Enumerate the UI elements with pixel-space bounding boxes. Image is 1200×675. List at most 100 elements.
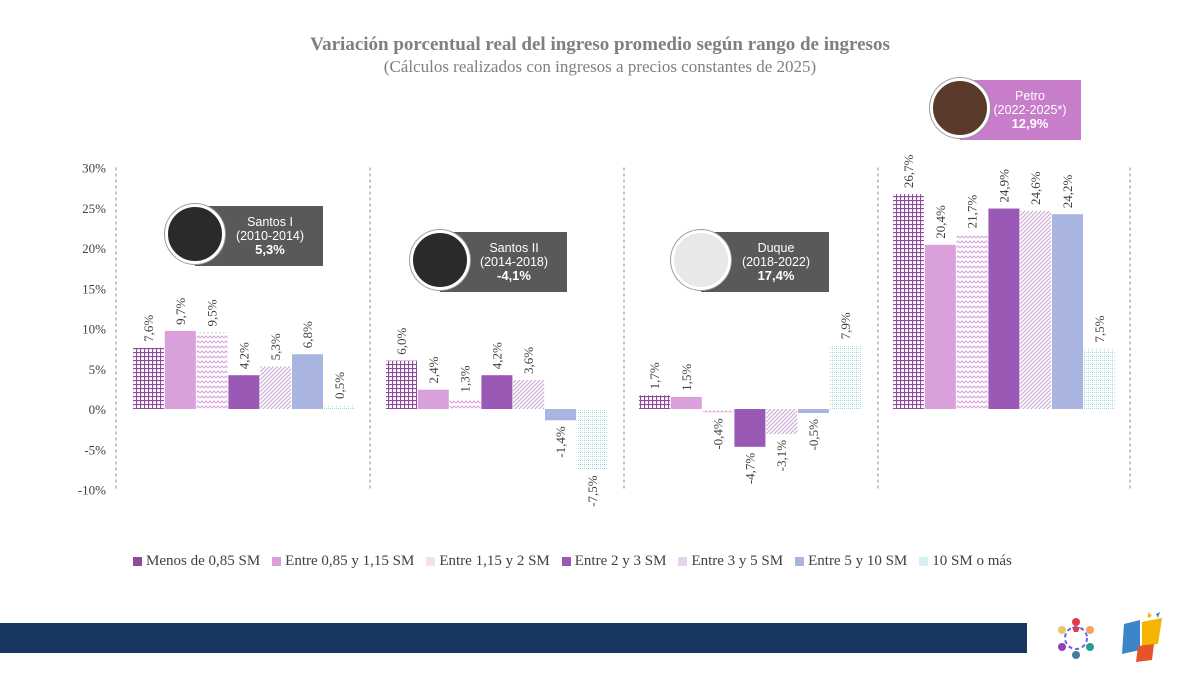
chart-legend: Menos de 0,85 SM Entre 0,85 y 1,15 SM En… <box>133 553 1024 570</box>
callout-period: (2018-2022) <box>741 255 811 269</box>
data-label: 7,5% <box>1092 315 1107 342</box>
y-tick-label: 5% <box>89 362 107 377</box>
data-label: 24,6% <box>1028 171 1043 205</box>
bar <box>829 345 861 409</box>
data-label: 1,5% <box>679 364 694 391</box>
legend-item: Entre 5 y 10 SM <box>795 553 907 570</box>
legend-swatch <box>919 557 929 566</box>
data-label: 2,4% <box>426 356 441 383</box>
callout-duque: Duque (2018-2022) 17,4% <box>671 230 829 292</box>
callout-name: Duque <box>757 241 795 255</box>
legend-swatch <box>795 557 805 566</box>
callout-petro: Petro (2022-2025*) 12,9% <box>930 78 1081 140</box>
bar <box>513 380 545 409</box>
legend-label: Menos de 0,85 SM <box>146 553 261 569</box>
callout-period: (2014-2018) <box>479 255 549 269</box>
bar <box>133 347 164 409</box>
person-avatar-icon <box>410 230 470 290</box>
callout-name: Petro <box>1015 89 1045 103</box>
data-label: 5,3% <box>268 333 283 360</box>
data-label: 0,5% <box>332 372 347 399</box>
legend-item: Entre 1,15 y 2 SM <box>426 553 550 570</box>
legend-swatch <box>133 557 142 566</box>
bar <box>1052 214 1083 409</box>
legend-item: Entre 2 y 3 SM <box>561 553 667 570</box>
data-label: -4,7% <box>742 453 757 485</box>
callout-name: Santos II <box>489 241 539 255</box>
callout-period: (2010-2014) <box>235 229 305 243</box>
bar <box>988 208 1020 409</box>
legend-swatch <box>272 557 282 566</box>
bar <box>545 409 576 421</box>
bar <box>417 389 449 409</box>
bar <box>766 409 798 434</box>
bar <box>639 395 670 409</box>
data-label: 7,6% <box>141 315 156 342</box>
bar <box>449 398 481 409</box>
legend-swatch <box>561 557 571 566</box>
legend-item: Entre 0,85 y 1,15 SM <box>272 553 414 570</box>
y-tick-label: 10% <box>82 322 106 337</box>
legend-swatch <box>426 557 436 566</box>
data-label: 26,7% <box>901 154 916 188</box>
bar <box>702 409 734 413</box>
person-avatar-icon <box>671 230 731 290</box>
data-label: 20,4% <box>933 205 948 239</box>
butterfly-logo-icon <box>1122 612 1162 662</box>
bar <box>292 354 323 409</box>
bar <box>893 194 924 409</box>
callout-value: 17,4% <box>757 268 795 283</box>
legend-label: 10 SM o más <box>932 553 1012 569</box>
callout-value: 12,9% <box>1011 116 1049 131</box>
y-tick-label: 30% <box>82 161 106 176</box>
legend-label: Entre 3 y 5 SM <box>691 553 784 569</box>
callout-period: (2022-2025*) <box>993 103 1067 117</box>
data-label: -1,4% <box>553 426 568 458</box>
chart-title: Variación porcentual real del ingreso pr… <box>310 34 890 55</box>
legend-swatch <box>678 557 688 566</box>
data-label: 24,9% <box>996 169 1011 203</box>
data-label: 9,5% <box>205 299 220 326</box>
bar <box>1020 210 1052 409</box>
legend-item: Entre 3 y 5 SM <box>678 553 783 570</box>
person-avatar-icon <box>930 78 990 138</box>
bar <box>228 375 260 409</box>
callout-value: 5,3% <box>255 242 285 257</box>
y-tick-label: 0% <box>89 402 107 417</box>
bar <box>924 244 956 409</box>
callout-santos-ii: Santos II (2014-2018) -4,1% <box>410 230 567 292</box>
bar <box>196 332 228 409</box>
bar <box>1083 348 1115 409</box>
bar <box>323 404 355 409</box>
y-tick-label: 25% <box>82 201 106 216</box>
data-label: 1,3% <box>458 365 473 392</box>
bar <box>734 409 766 447</box>
data-label: 4,2% <box>236 342 251 369</box>
data-label: 21,7% <box>965 195 980 229</box>
legend-item: Menos de 0,85 SM <box>133 553 260 570</box>
chart-subtitle: (Cálculos realizados con ingresos a prec… <box>383 57 817 76</box>
y-tick-label: 15% <box>82 281 106 296</box>
data-label: -0,5% <box>806 419 821 451</box>
legend-label: Entre 1,15 y 2 SM <box>439 553 550 569</box>
bar <box>164 330 196 409</box>
data-label: 4,2% <box>489 342 504 369</box>
bar <box>576 409 608 470</box>
callout-name: Santos I <box>247 215 293 229</box>
data-label: -0,4% <box>711 418 726 450</box>
data-label: -3,1% <box>774 440 789 472</box>
data-label: -7,5% <box>585 475 600 507</box>
callout-value: -4,1% <box>497 268 531 283</box>
data-label: 7,9% <box>838 312 853 339</box>
people-circle-logo-icon <box>1058 618 1094 659</box>
bar <box>481 375 513 409</box>
data-label: 24,2% <box>1060 174 1075 208</box>
person-avatar-icon <box>165 204 225 264</box>
y-tick-label: 20% <box>82 241 106 256</box>
data-label: 6,8% <box>300 321 315 348</box>
y-tick-label: -5% <box>84 442 106 457</box>
data-label: 3,6% <box>521 347 536 374</box>
callout-santos-i: Santos I (2010-2014) 5,3% <box>165 204 323 266</box>
legend-label: Entre 2 y 3 SM <box>574 553 667 569</box>
bar <box>260 366 292 409</box>
